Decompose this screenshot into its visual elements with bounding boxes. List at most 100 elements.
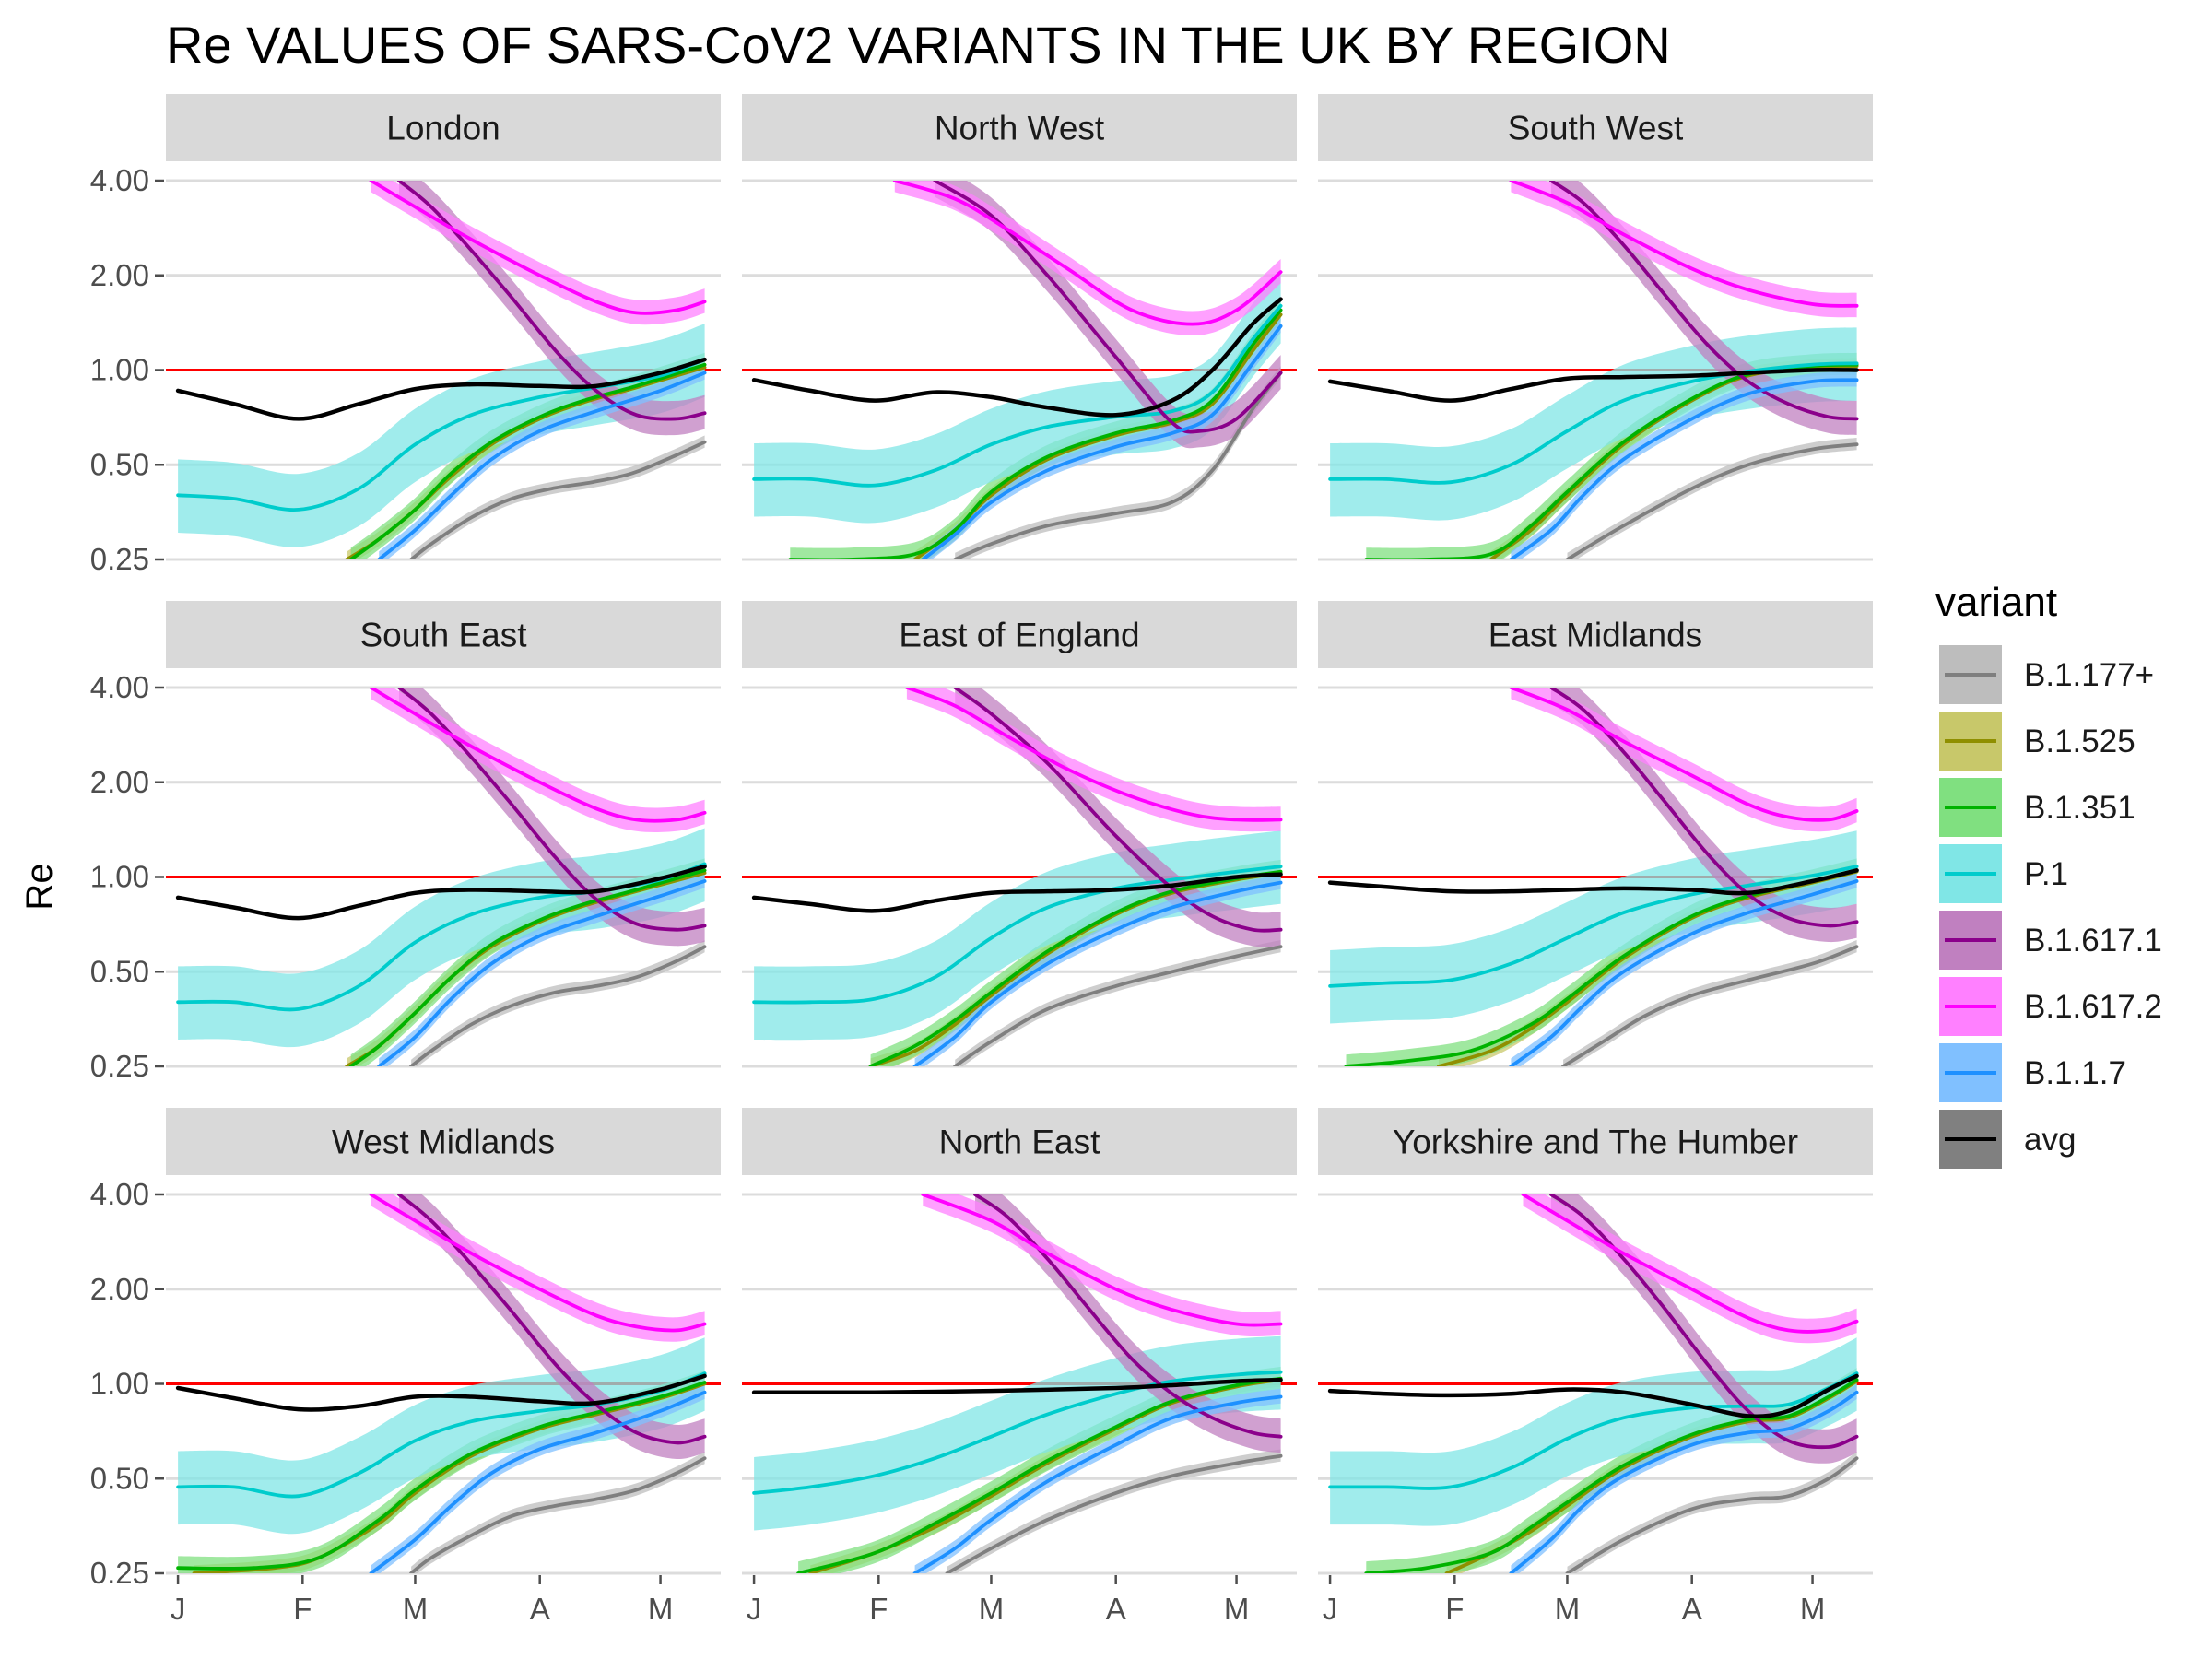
ci-band-b-1-351 [798, 1366, 1281, 1573]
series-group [1318, 688, 1873, 1066]
panel-title: London [386, 110, 500, 147]
panel-strip [166, 601, 721, 668]
panel-title: North East [939, 1124, 1101, 1161]
legend-items: B.1.177+ B.1.525 B.1.351 P.1 B.1.617.1 B.1.61… [1939, 645, 2162, 1169]
series-line-b-1-617-1 [397, 1194, 707, 1445]
series-line-b-1-1-7 [912, 1394, 1283, 1573]
panel-strip [1318, 601, 1873, 668]
y-tick-label: 4.00 [90, 670, 149, 704]
legend-item-b-1-351: B.1.351 [1939, 778, 2136, 837]
series-line-p-1 [752, 303, 1283, 488]
x-tick-label: M [1800, 1592, 1826, 1626]
series-line-avg [175, 864, 707, 921]
series-line-avg [175, 1373, 707, 1412]
ci-band-b-1-177 [955, 366, 1281, 559]
panel-yorkshire-and-the-humber: Yorkshire and The Humber J F M A M [1318, 1108, 1873, 1626]
panel-south-west: South West [1318, 94, 1873, 561]
series-group [1318, 181, 1873, 559]
x-tick-label: M [648, 1592, 674, 1626]
panel-title: North West [935, 110, 1105, 147]
series-group [166, 688, 721, 1066]
series-line-avg [751, 297, 1283, 418]
series-line-b-1-617-2 [921, 1194, 1283, 1327]
ci-band-b-1-617-2 [923, 1194, 1281, 1337]
ci-band-b-1-525 [1490, 358, 1857, 559]
series-group [742, 181, 1297, 559]
series-line-avg [751, 1377, 1283, 1395]
panel-north-east: North East J F M A M [742, 1108, 1297, 1626]
panel-south-east: South East 0.25 0.50 1.00 2.00 4.00 [90, 601, 721, 1083]
series-line-b-1-617-1 [397, 688, 707, 932]
series-line-b-1-1-7 [1509, 378, 1859, 559]
series-line-b-1-351 [788, 308, 1283, 559]
y-tick-label: 2.00 [90, 258, 149, 292]
y-tick-label: 4.00 [90, 163, 149, 197]
panel-title: West Midlands [332, 1124, 555, 1161]
series-line-b-1-1-7 [369, 1390, 707, 1573]
legend-label: avg [2024, 1122, 2076, 1158]
series-line-p-1 [752, 865, 1283, 1005]
x-tick-label: M [1224, 1592, 1250, 1626]
x-tick-label: F [1445, 1592, 1464, 1626]
legend-item-b-1-617-2: B.1.617.2 [1939, 977, 2162, 1036]
y-tick-label: 1.00 [90, 860, 149, 894]
series-line-b-1-351 [348, 868, 707, 1066]
series-line-b-1-617-1 [397, 181, 707, 421]
series-group [166, 1194, 721, 1573]
series-line-b-1-617-1 [1549, 1194, 1859, 1450]
ci-band-b-1-1-7 [1511, 371, 1857, 559]
series-line-b-1-1-7 [1509, 879, 1859, 1066]
legend-item-p-1: P.1 [1939, 844, 2068, 903]
series-line-b-1-617-1 [1549, 688, 1859, 928]
series-line-b-1-617-2 [369, 181, 707, 315]
series-line-b-1-617-1 [973, 1194, 1283, 1439]
ci-band-b-1-177 [411, 940, 705, 1066]
ci-band-b-1-1-7 [371, 1384, 705, 1573]
series-line-b-1-617-1 [953, 688, 1283, 933]
series-line-b-1-617-2 [1509, 688, 1859, 822]
ci-band-p-1 [178, 324, 705, 547]
legend-title: variant [1936, 580, 2057, 625]
ci-band-b-1-1-7 [914, 874, 1281, 1066]
series-line-b-1-1-7 [921, 324, 1283, 559]
series-line-b-1-351 [1364, 1378, 1859, 1573]
legend-label: B.1.177+ [2024, 657, 2154, 693]
series-group [742, 1194, 1297, 1573]
panel-title: East of England [899, 617, 1139, 654]
y-tick-label: 4.00 [90, 1177, 149, 1211]
y-tick-label: 0.25 [90, 1556, 149, 1590]
series-line-b-1-351 [348, 362, 707, 559]
series-line-b-1-1-7 [377, 371, 707, 559]
y-axis-title: Re [19, 863, 60, 910]
series-line-b-1-177 [953, 945, 1283, 1066]
series-line-b-1-351 [868, 869, 1283, 1066]
series-line-b-1-617-2 [1509, 181, 1859, 308]
series-line-avg [1327, 1373, 1859, 1418]
series-line-b-1-177 [409, 440, 707, 559]
panel-strip [742, 601, 1297, 668]
series-line-b-1-617-2 [1521, 1194, 1859, 1334]
legend-label: B.1.617.2 [2024, 989, 2162, 1025]
panel-strip [742, 1108, 1297, 1175]
panel-strip [166, 1108, 721, 1175]
panel-west-midlands: West Midlands 0.25 0.50 1.00 2.00 4.00 J F M A M [90, 1108, 721, 1626]
legend-label: B.1.1.7 [2024, 1055, 2126, 1091]
ci-band-b-1-1-7 [914, 1388, 1281, 1573]
x-tick-label: M [979, 1592, 1005, 1626]
legend: variant B.1.177+ B.1.525 B.1.351 P.1 B.1.617… [1936, 580, 2162, 1169]
ci-band-b-1-1-7 [923, 318, 1281, 559]
x-tick-label: F [869, 1592, 888, 1626]
panel-london: London 0.25 0.50 1.00 2.00 4.00 [90, 94, 721, 576]
ci-band-b-1-1-7 [379, 364, 705, 559]
y-tick-label: 0.50 [90, 1461, 149, 1495]
series-line-b-1-1-7 [1509, 1390, 1859, 1573]
y-tick-label: 1.00 [90, 353, 149, 387]
series-line-b-1-177 [945, 1453, 1283, 1573]
ci-band-b-1-617-2 [371, 1194, 705, 1342]
series-line-b-1-617-2 [369, 1194, 707, 1333]
series-group [1318, 1194, 1873, 1573]
series-line-p-1 [1328, 1371, 1859, 1490]
y-tick-label: 2.00 [90, 765, 149, 799]
ci-band-b-1-617-2 [1511, 181, 1857, 318]
